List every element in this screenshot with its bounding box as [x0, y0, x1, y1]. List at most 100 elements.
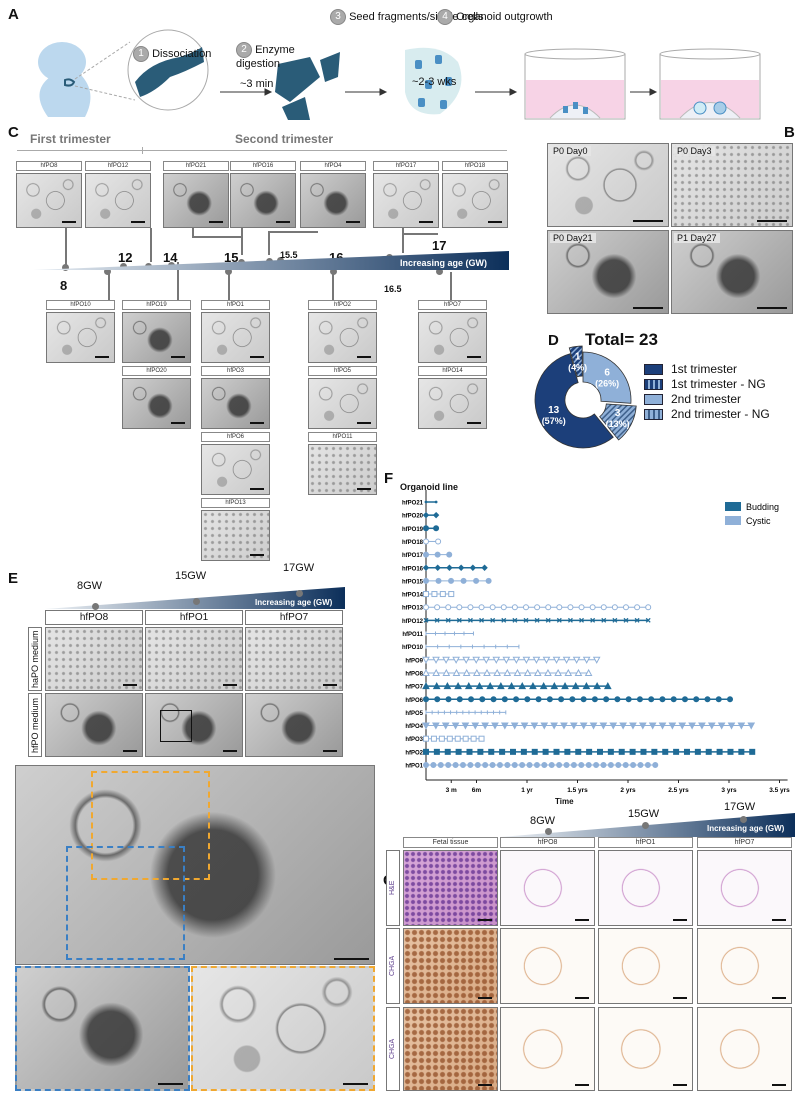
- sample-label: hfPO16: [230, 161, 296, 171]
- scale-bar: [357, 422, 371, 424]
- scale-bar: [123, 750, 137, 752]
- histology-image: [697, 1007, 792, 1091]
- passage-marker: [452, 656, 460, 664]
- x-tick-label: 2 yrs: [620, 787, 636, 794]
- age-marker: [225, 268, 232, 275]
- scale-bar: [276, 221, 290, 223]
- scale-bar: [334, 958, 369, 960]
- timepoint-caption: P1 Day27: [674, 233, 720, 243]
- passage-marker: [488, 748, 495, 755]
- organoid-line-label: hfPO2: [405, 750, 423, 756]
- passage-marker: [442, 656, 450, 664]
- passage-marker: [683, 748, 690, 755]
- organoid-image: [418, 312, 487, 363]
- gestational-age-label: 15.5: [280, 250, 298, 260]
- passage-marker: [468, 696, 475, 703]
- passage-marker: [423, 525, 429, 532]
- connector-line: [268, 231, 318, 233]
- passage-marker: [619, 722, 627, 730]
- passage-marker: [432, 511, 440, 519]
- passage-marker: [445, 696, 452, 703]
- passage-marker: [483, 668, 491, 676]
- connector-line: [150, 228, 152, 262]
- slice-percent: (4%): [568, 362, 587, 372]
- sample-label: hfPO18: [442, 161, 508, 171]
- digestion-time: ~3 min: [240, 78, 274, 90]
- passage-marker: [496, 762, 503, 768]
- passage-marker: [659, 696, 666, 703]
- age-axis-label: Increasing age (GW): [400, 258, 488, 268]
- passage-marker: [560, 722, 568, 730]
- passage-marker: [472, 656, 481, 664]
- passage-marker: [423, 604, 429, 611]
- step-4: 4 Organoid outgrowth: [437, 9, 553, 25]
- passage-marker: [556, 617, 562, 623]
- passage-marker: [582, 682, 591, 690]
- donut-slice: [568, 345, 583, 378]
- passage-marker: [434, 551, 441, 558]
- passage-marker: [600, 604, 607, 611]
- pancreas-icon: [127, 29, 209, 111]
- passage-marker: [678, 722, 687, 730]
- passage-marker: [694, 748, 701, 755]
- arrows: [220, 88, 658, 96]
- passage-marker: [531, 748, 538, 755]
- row-label: hfPO medium: [28, 693, 42, 757]
- step-number-badge: 3: [330, 9, 346, 25]
- passage-marker: [423, 696, 429, 703]
- passage-marker: [579, 722, 588, 730]
- histology-image: [403, 928, 498, 1004]
- passage-marker: [519, 762, 526, 768]
- passage-marker: [434, 604, 441, 611]
- passage-marker: [475, 682, 484, 690]
- organoid-image: [245, 627, 343, 691]
- passage-marker: [489, 604, 496, 611]
- legend-item: 2nd trimester: [644, 392, 770, 407]
- scale-bar: [171, 422, 185, 424]
- passage-marker: [478, 604, 485, 611]
- passage-marker: [422, 564, 430, 571]
- passage-marker: [500, 722, 509, 730]
- donut-slice: [582, 351, 632, 404]
- organoid-image: [85, 173, 151, 228]
- passage-marker: [434, 617, 440, 623]
- passage-marker: [542, 656, 551, 664]
- passage-marker: [423, 538, 429, 545]
- passage-marker: [638, 722, 647, 730]
- age-marker: [104, 268, 111, 275]
- slice-percent: (26%): [595, 378, 619, 388]
- passage-marker: [532, 656, 541, 664]
- passage-marker: [503, 668, 512, 676]
- scale-bar: [131, 221, 145, 223]
- passage-marker: [688, 722, 696, 730]
- passage-marker: [493, 668, 501, 676]
- passage-marker: [582, 656, 591, 664]
- passage-marker: [564, 668, 573, 676]
- passage-marker: [445, 762, 452, 768]
- passage-marker: [567, 604, 574, 611]
- passage-marker: [645, 617, 651, 623]
- age-marker: [545, 828, 552, 835]
- legend-label: 1st trimester: [671, 362, 738, 376]
- passage-marker: [612, 617, 618, 623]
- passage-marker: [623, 617, 629, 623]
- age-marker: [296, 590, 303, 597]
- panel-f-label: F: [384, 470, 394, 487]
- passage-marker: [486, 682, 495, 690]
- passage-marker: [704, 696, 711, 703]
- step-1: 1 Dissociation: [133, 46, 211, 62]
- passage-marker: [530, 722, 539, 730]
- passage-marker: [614, 696, 621, 703]
- passage-marker: [629, 722, 637, 730]
- histology-image: [500, 850, 595, 926]
- step-label: Enzyme digestion: [236, 43, 295, 70]
- passage-marker: [433, 748, 440, 755]
- panel-d-label: D: [548, 332, 559, 349]
- passage-marker: [432, 668, 441, 676]
- passage-marker: [423, 577, 429, 584]
- passage-marker: [634, 604, 641, 611]
- gestational-age-label: 12: [118, 250, 133, 265]
- passage-marker: [422, 722, 430, 730]
- connector-line: [268, 231, 270, 255]
- column-label: Fetal tissue: [403, 837, 498, 848]
